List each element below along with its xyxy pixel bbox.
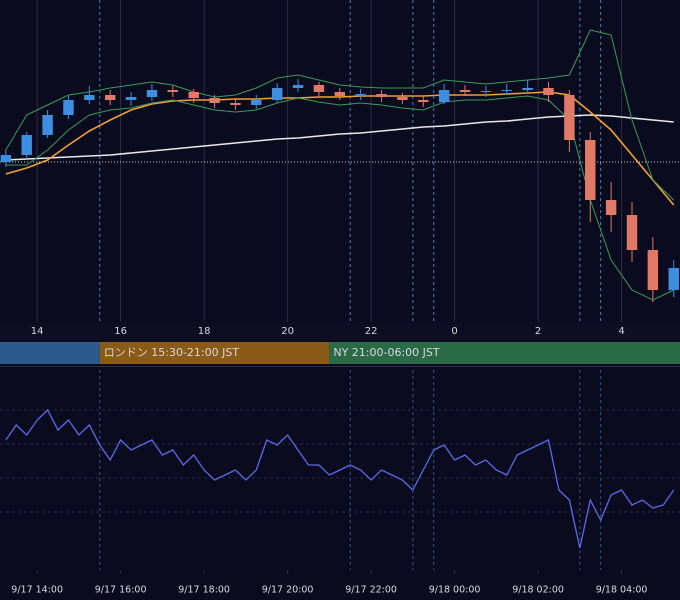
candle-body — [543, 88, 554, 95]
x-tick-label: 14 — [31, 326, 44, 337]
candle-body — [501, 90, 512, 91]
candle-body — [230, 103, 241, 105]
candle-body — [42, 115, 53, 135]
x-tick-label: 4 — [618, 326, 624, 337]
x-tick-label: 9/18 00:00 — [429, 585, 481, 596]
candle-body — [459, 90, 471, 92]
session-label: NY 21:00-06:00 JST — [333, 346, 440, 359]
x-tick-label: 9/17 16:00 — [95, 585, 147, 596]
x-tick-label: 2 — [535, 326, 541, 337]
candle-body — [313, 85, 325, 92]
candle-body — [564, 95, 575, 140]
candle-body — [585, 140, 596, 200]
x-tick-label: 16 — [114, 326, 127, 337]
candle-body — [63, 100, 74, 115]
candle-body — [21, 135, 32, 155]
candle-body — [438, 90, 450, 102]
candle-body — [167, 90, 179, 92]
candle-body — [209, 98, 220, 103]
indicator-line — [5, 95, 674, 301]
x-tick-label: 9/18 04:00 — [596, 585, 648, 596]
candle-body — [668, 268, 679, 290]
candle-body — [626, 215, 638, 250]
x-tick-label: 9/18 02:00 — [512, 585, 564, 596]
x-tick-label: 0 — [451, 326, 457, 337]
candle-body — [376, 94, 387, 97]
candle-body — [522, 88, 533, 90]
candle-body — [397, 97, 408, 100]
oscillator-line — [5, 408, 675, 549]
session-band — [0, 342, 100, 364]
candle-body — [647, 250, 659, 290]
candle-body — [251, 100, 262, 105]
time-axis-strip — [0, 322, 680, 340]
candle-body — [271, 88, 283, 100]
candle-body — [292, 85, 304, 88]
candle-body — [84, 95, 95, 100]
candle-body — [0, 155, 12, 162]
x-tick-label: 9/17 20:00 — [262, 585, 314, 596]
session-band — [329, 342, 680, 364]
x-tick-label: 9/17 14:00 — [11, 585, 63, 596]
indicator-line — [5, 114, 674, 161]
x-tick-label: 9/17 22:00 — [345, 585, 397, 596]
candle-body — [104, 95, 116, 100]
candle-body — [605, 200, 617, 215]
candle-body — [334, 92, 346, 96]
x-tick-label: 20 — [281, 326, 294, 337]
candle-body — [188, 92, 199, 98]
session-label: ロンドン 15:30-21:00 JST — [104, 346, 240, 359]
x-tick-label: 9/17 18:00 — [178, 585, 230, 596]
x-tick-label: 18 — [198, 326, 211, 337]
candle-body — [480, 91, 492, 92]
x-tick-label: 22 — [365, 326, 378, 337]
indicator-line — [5, 29, 675, 201]
candle-body — [146, 90, 158, 97]
candle-body — [355, 94, 366, 96]
candle-body — [418, 100, 429, 102]
candle-body — [125, 97, 137, 100]
session-band — [99, 342, 330, 364]
